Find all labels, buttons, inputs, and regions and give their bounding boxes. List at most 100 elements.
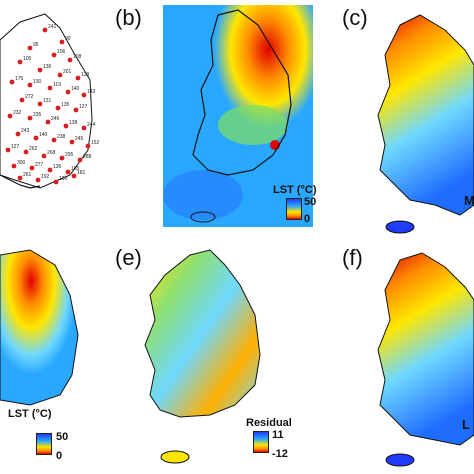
station-dot [67,57,73,63]
peninsula-c [377,14,474,216]
station-number: 106 [57,49,66,55]
station-number: 152 [91,140,100,146]
legend-e-max: 11 [272,429,284,441]
panel-d-interpolated: LST (°C) [0,245,80,435]
station-number: 130 [33,79,42,85]
station-dot [35,177,41,183]
panel-d-map [0,249,79,406]
station-dot [59,39,65,45]
station-dot [75,75,81,81]
station-number: 143 [87,89,96,95]
jeju-c [385,220,415,234]
station-number: 181 [77,170,86,176]
station-dot [47,85,53,91]
station-dot [73,107,79,113]
station-number: 135 [61,102,70,108]
station-number: 127 [79,104,88,110]
jeju-f [385,453,415,467]
legend-e-colorbar [253,431,269,453]
station-number: 140 [39,132,48,138]
station-dot [27,45,33,51]
legend-d-title: LST (°C) [8,408,52,420]
station-number: 95 [33,42,39,48]
legend-b-max: 50 [304,196,317,208]
panel-f-final: (f) L [340,245,474,474]
station-points: 241 90 95 106 108 105 136 201 129 175 130 119 140 143… [5,24,100,185]
station-dot [59,155,65,161]
panel-e-map [144,249,261,464]
station-number: 138 [69,120,78,126]
station-dot [57,72,63,78]
station-number: 288 [83,154,92,160]
peninsula-d [0,249,79,406]
station-number: 272 [25,94,34,100]
panel-c-partial-label: M [464,193,474,208]
peninsula-f [377,252,474,446]
station-dot [33,135,39,141]
legend-b-min: 0 [304,213,311,225]
station-dot [71,173,77,179]
station-number: 119 [53,82,61,88]
panel-c-letter: (c) [342,5,368,30]
station-dot [55,105,61,111]
station-number: 268 [47,150,56,156]
peninsula-e [144,249,261,418]
station-dot [7,113,13,119]
station-dot [5,147,11,153]
station-number: 105 [23,56,32,62]
station-number: 136 [53,164,62,170]
station-number: 127 [11,144,20,150]
station-dot [37,101,43,107]
panel-c-map [377,14,474,234]
station-number: 129 [81,72,90,78]
panel-b-map [163,5,313,227]
panel-f-partial-label: L [462,417,470,432]
station-dot [17,175,23,181]
station-number: 175 [15,76,24,82]
panel-b-interpolated: (b) LST (°C) 50 0 [115,5,317,227]
station-number: 245 [75,136,84,142]
station-number: 90 [65,36,71,42]
station-number: 108 [73,54,82,60]
panel-e-residual: (e) [115,245,275,470]
station-dot [42,27,48,33]
station-number: 235 [33,112,42,118]
station-number: 165 [71,166,80,172]
station-number: 131 [43,98,52,104]
station-number: 244 [87,122,96,128]
legend-b-colorbar [286,198,302,220]
station-dot [69,139,75,145]
peninsula-outline [0,13,93,189]
station-number: 190 [59,176,68,182]
station-number: 300 [17,160,26,166]
station-dot [77,157,83,163]
station-dot [37,67,43,73]
station-dot [17,59,23,65]
station-dot [85,143,91,149]
station-dot [27,82,33,88]
stations-map-svg: 241 90 95 106 108 105 136 201 129 175 130 119 140 143… [0,13,100,189]
station-number: 262 [29,146,38,152]
station-dot [41,153,47,159]
panel-f-letter: (f) [342,245,363,270]
legend-d-max: 50 [56,431,69,443]
station-number: 136 [43,64,52,70]
legend-b-title: LST (°C) [273,184,317,196]
station-number: 277 [35,162,44,168]
legend-e-min: -12 [272,448,288,460]
panel-b-letter: (b) [115,5,142,30]
station-dot [63,123,69,129]
southern-coast [0,174,41,189]
panel-f-map [377,252,474,467]
station-dot [65,169,71,175]
station-dot [23,149,29,155]
legend-d-min: 0 [56,450,63,462]
station-dot [15,131,21,137]
legend-e-title: Residual [246,417,292,429]
station-dot [47,167,53,173]
station-dot [11,163,17,169]
station-number: 232 [13,110,22,116]
jeju-e [160,450,190,464]
station-dot [51,137,57,143]
station-number: 241 [48,24,57,30]
